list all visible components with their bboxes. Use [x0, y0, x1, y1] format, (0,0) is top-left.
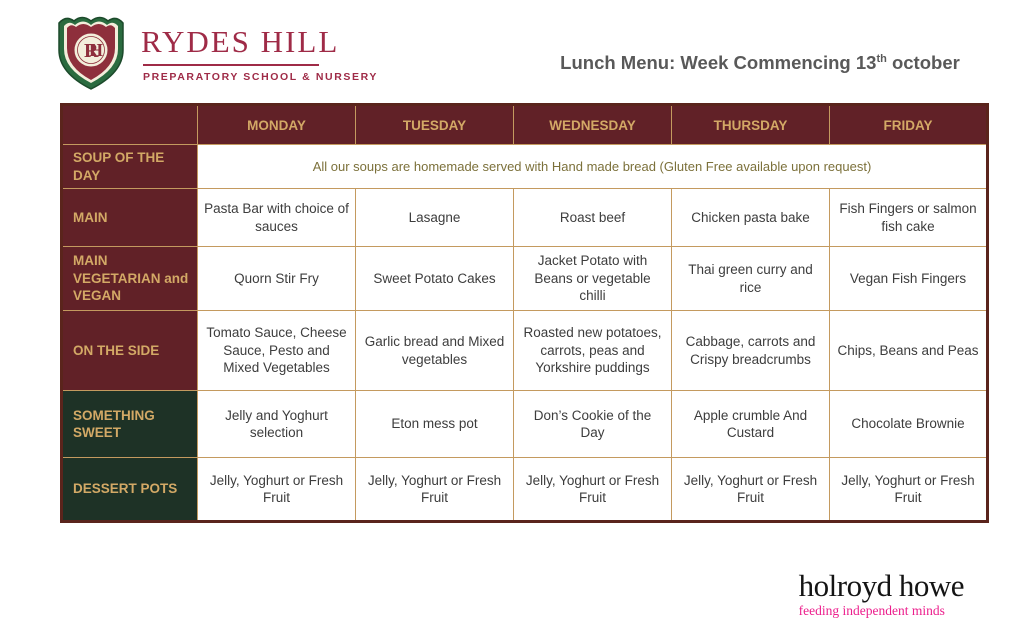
day-header-monday: MONDAY	[197, 104, 356, 145]
row-label-main: MAIN	[61, 188, 198, 248]
menu-cell-dessert-thursday: Jelly, Yoghurt or Fresh Fruit	[671, 457, 830, 523]
school-crest-icon: R H	[58, 16, 124, 90]
menu-cell-side-wednesday: Roasted new potatoes, carrots, peas and …	[513, 310, 672, 392]
row-label-dessert: DESSERT POTS	[61, 457, 198, 523]
row-label-soup: SOUP OF THE DAY	[61, 143, 198, 190]
menu-cell-dessert-wednesday: Jelly, Yoghurt or Fresh Fruit	[513, 457, 672, 523]
menu-table-container: MONDAY TUESDAY WEDNESDAY THURSDAY FRIDAY…	[60, 103, 989, 524]
menu-cell-veg-monday: Quorn Stir Fry	[197, 246, 356, 312]
day-header-thursday: THURSDAY	[671, 104, 830, 145]
menu-cell-veg-wednesday: Jacket Potato with Beans or vegetable ch…	[513, 246, 672, 312]
menu-cell-main-tuesday: Lasagne	[355, 188, 514, 248]
table-row-sweet: SOMETHING SWEET Jelly and Yoghurt select…	[61, 390, 988, 459]
menu-cell-sweet-friday: Chocolate Brownie	[829, 390, 988, 459]
school-logo-text: RYDES HILL PREPARATORY SCHOOL & NURSERY	[141, 12, 378, 83]
menu-cell-veg-tuesday: Sweet Potato Cakes	[355, 246, 514, 312]
menu-cell-sweet-tuesday: Eton mess pot	[355, 390, 514, 459]
day-header-tuesday: TUESDAY	[355, 104, 514, 145]
day-header-wednesday: WEDNESDAY	[513, 104, 672, 145]
school-name: RYDES HILL	[141, 24, 340, 59]
menu-cell-veg-friday: Vegan Fish Fingers	[829, 246, 988, 312]
table-corner-cell	[61, 104, 198, 145]
caterer-name: holroyd howe	[798, 568, 965, 603]
table-row-soup: SOUP OF THE DAY All our soups are homema…	[61, 143, 988, 190]
svg-text:R: R	[84, 40, 99, 62]
caterer-logo: holroyd howe feeding independent minds	[798, 568, 965, 619]
table-row-sides: ON THE SIDE Tomato Sauce, Cheese Sauce, …	[61, 310, 988, 392]
row-label-sides: ON THE SIDE	[61, 310, 198, 392]
menu-cell-side-friday: Chips, Beans and Peas	[829, 310, 988, 392]
row-label-vegetarian: MAIN VEGETARIAN and VEGAN	[61, 246, 198, 312]
menu-cell-main-monday: Pasta Bar with choice of sauces	[197, 188, 356, 248]
day-header-friday: FRIDAY	[829, 104, 988, 145]
menu-cell-veg-thursday: Thai green curry and rice	[671, 246, 830, 312]
page-title-prefix: Lunch Menu: Week Commencing 13	[560, 52, 877, 73]
menu-cell-dessert-friday: Jelly, Yoghurt or Fresh Fruit	[829, 457, 988, 523]
page-title: Lunch Menu: Week Commencing 13th october	[540, 52, 980, 74]
svg-text:H: H	[89, 40, 103, 60]
menu-table: MONDAY TUESDAY WEDNESDAY THURSDAY FRIDAY…	[60, 103, 989, 524]
menu-cell-main-wednesday: Roast beef	[513, 188, 672, 248]
menu-cell-sweet-wednesday: Don’s Cookie of the Day	[513, 390, 672, 459]
table-header-row: MONDAY TUESDAY WEDNESDAY THURSDAY FRIDAY	[61, 104, 988, 145]
menu-cell-side-monday: Tomato Sauce, Cheese Sauce, Pesto and Mi…	[197, 310, 356, 392]
menu-cell-dessert-monday: Jelly, Yoghurt or Fresh Fruit	[197, 457, 356, 523]
menu-cell-sweet-thursday: Apple crumble And Custard	[671, 390, 830, 459]
caterer-tagline: feeding independent minds	[798, 603, 945, 618]
table-row-main: MAIN Pasta Bar with choice of sauces Las…	[61, 188, 988, 248]
school-subtitle: PREPARATORY SCHOOL & NURSERY	[143, 71, 378, 83]
soup-note-cell: All our soups are homemade served with H…	[197, 143, 988, 190]
menu-cell-dessert-tuesday: Jelly, Yoghurt or Fresh Fruit	[355, 457, 514, 523]
table-row-vegetarian: MAIN VEGETARIAN and VEGAN Quorn Stir Fry…	[61, 246, 988, 312]
menu-cell-sweet-monday: Jelly and Yoghurt selection	[197, 390, 356, 459]
row-label-sweet: SOMETHING SWEET	[61, 390, 198, 459]
menu-cell-main-friday: Fish Fingers or salmon fish cake	[829, 188, 988, 248]
menu-cell-side-tuesday: Garlic bread and Mixed vegetables	[355, 310, 514, 392]
menu-cell-side-thursday: Cabbage, carrots and Crispy breadcrumbs	[671, 310, 830, 392]
logo-divider	[143, 64, 319, 66]
table-row-dessert: DESSERT POTS Jelly, Yoghurt or Fresh Fru…	[61, 457, 988, 523]
page-title-suffix: october	[886, 52, 960, 73]
menu-cell-main-thursday: Chicken pasta bake	[671, 188, 830, 248]
school-logo: R H RYDES HILL PREPARATORY SCHOOL & NURS…	[55, 12, 378, 92]
page-title-superscript: th	[876, 52, 887, 65]
